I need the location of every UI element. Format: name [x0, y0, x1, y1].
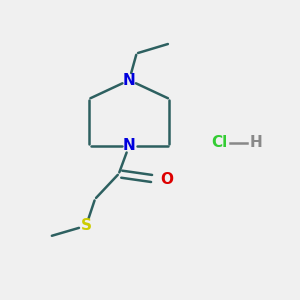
- Text: N: N: [123, 138, 136, 153]
- Text: H: H: [249, 135, 262, 150]
- Text: Cl: Cl: [212, 135, 228, 150]
- Text: S: S: [81, 218, 92, 233]
- Text: O: O: [160, 172, 173, 187]
- Text: N: N: [123, 73, 136, 88]
